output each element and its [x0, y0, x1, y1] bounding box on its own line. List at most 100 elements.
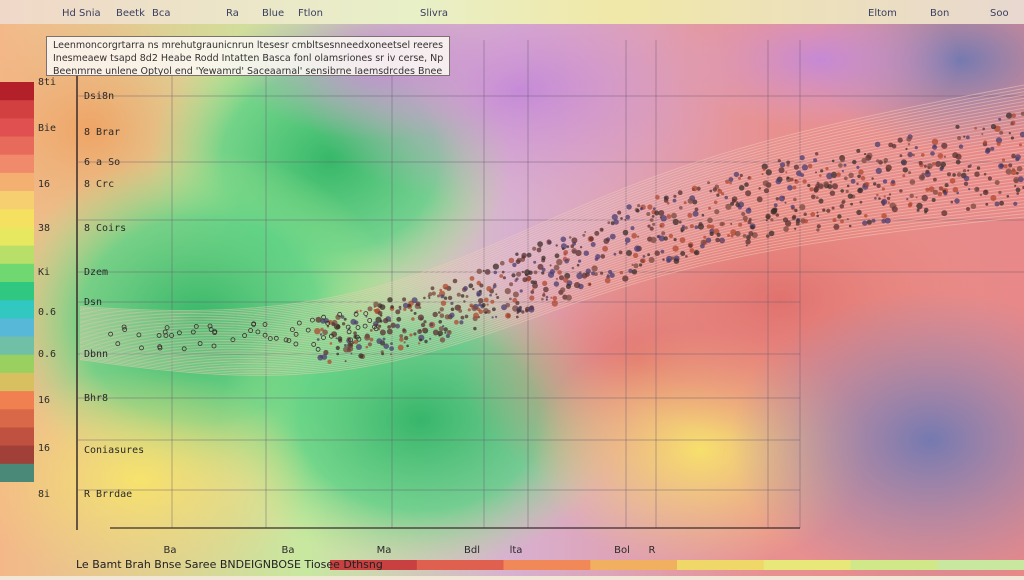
- flow-dot: [810, 212, 816, 217]
- flow-dot: [952, 152, 959, 159]
- y-tick-labels: Dsi8n 8 Brar 6 a So 8 Crc 8 Coirs Dzem Dsn Dbnn…: [84, 91, 144, 500]
- flow-dot: [845, 189, 849, 193]
- flow-dot: [581, 272, 588, 279]
- flow-dot: [484, 311, 487, 314]
- flow-dot: [990, 195, 997, 201]
- flow-dot: [631, 233, 637, 239]
- flow-dot: [331, 322, 336, 327]
- flow-dot: [742, 234, 747, 238]
- flow-dot: [626, 204, 632, 210]
- flow-dot: [816, 181, 820, 185]
- flow-dot: [822, 208, 826, 212]
- flow-dot: [999, 130, 1004, 135]
- flow-dot: [765, 219, 768, 222]
- flow-dot: [560, 287, 566, 293]
- flow-dot: [816, 211, 819, 214]
- flow-dot: [515, 315, 519, 319]
- flow-dot: [818, 183, 824, 189]
- flow-dot: [899, 154, 903, 158]
- flow-dot: [827, 184, 833, 190]
- flow-ring: [176, 330, 182, 336]
- flow-dot: [1016, 192, 1019, 195]
- flow-dot: [982, 127, 985, 131]
- left-axis-number: 0.6: [38, 349, 56, 360]
- flow-dot: [390, 322, 396, 328]
- flow-dot: [649, 226, 654, 231]
- flow-dot: [848, 172, 854, 178]
- flow-dot: [882, 179, 888, 184]
- flow-dot: [465, 295, 469, 298]
- flow-dot: [565, 294, 572, 301]
- flow-dot: [915, 196, 918, 199]
- flow-dot: [607, 221, 611, 225]
- flow-dot: [419, 338, 423, 342]
- flow-dot: [996, 141, 1001, 146]
- flow-dot: [557, 270, 562, 275]
- flow-dot: [563, 250, 569, 255]
- flow-dot: [673, 194, 677, 198]
- flow-dot: [856, 165, 860, 169]
- bottom-colorbar-swatch: [416, 560, 505, 570]
- flow-dot: [778, 195, 785, 202]
- flow-ring: [156, 332, 162, 338]
- bottom-colorbar-swatch: [590, 560, 678, 570]
- flow-dot: [706, 224, 712, 229]
- x-tick-label: lta: [510, 545, 523, 556]
- flow-dot: [327, 359, 332, 364]
- flow-dot: [528, 270, 533, 275]
- flow-dot: [617, 210, 622, 215]
- flow-dot: [551, 300, 558, 307]
- flow-dot: [837, 214, 842, 219]
- flow-dot: [775, 197, 779, 201]
- flow-dot: [864, 214, 868, 218]
- ribbon-strand: [79, 91, 1024, 314]
- flow-dot: [949, 178, 956, 184]
- flow-ring: [286, 338, 292, 344]
- flow-dot: [464, 314, 469, 319]
- flow-dot: [672, 218, 679, 226]
- flow-dot: [576, 272, 583, 280]
- flow-dot: [542, 280, 548, 286]
- flow-dot: [402, 297, 407, 302]
- flow-dot: [476, 292, 481, 297]
- flow-ring: [242, 333, 248, 338]
- flow-dot: [344, 344, 347, 347]
- flow-ring: [136, 332, 142, 338]
- flow-dot: [448, 330, 451, 333]
- flow-dot: [826, 208, 831, 213]
- flow-dot: [492, 307, 496, 312]
- flow-dot: [442, 283, 449, 290]
- flow-dot: [914, 146, 918, 150]
- flow-dot: [803, 219, 809, 224]
- flow-dot: [793, 197, 797, 202]
- flow-dot: [575, 249, 582, 257]
- flow-dot: [761, 172, 764, 176]
- flow-dot: [320, 327, 324, 332]
- flow-dot: [775, 178, 782, 185]
- flow-dot: [794, 179, 797, 182]
- flow-dot: [438, 311, 441, 314]
- y-tick-label: Dsn: [84, 297, 102, 308]
- flow-dot: [486, 303, 489, 306]
- flow-dot: [887, 201, 890, 204]
- flow-dot: [761, 163, 768, 170]
- flow-dot: [912, 153, 915, 157]
- flow-dot: [907, 143, 911, 146]
- flow-dot: [815, 152, 819, 156]
- flow-dot: [856, 182, 859, 185]
- flow-dot: [442, 325, 445, 328]
- flow-dot: [343, 317, 347, 321]
- flow-dot: [1011, 153, 1016, 159]
- flow-dot: [937, 191, 943, 197]
- flow-dot: [842, 199, 846, 204]
- flow-dot: [1019, 143, 1022, 147]
- flow-dot: [663, 236, 668, 241]
- y-tick-label: Dbnn: [84, 349, 108, 360]
- flow-ring: [212, 330, 218, 335]
- flow-dot: [508, 257, 515, 264]
- flow-dot: [609, 272, 615, 278]
- flow-dot: [801, 164, 809, 171]
- flow-dot: [1011, 113, 1016, 118]
- flow-dot: [619, 270, 624, 275]
- ribbon-strand: [79, 84, 1024, 311]
